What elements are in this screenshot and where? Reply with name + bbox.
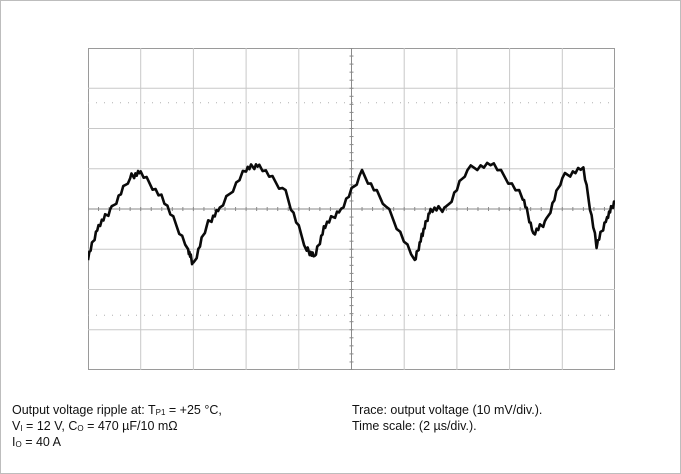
caption-line-3: IO = 40 A — [12, 435, 61, 449]
caption-line-1: Output voltage ripple at: TP1 = +25 °C, — [12, 403, 222, 417]
output-voltage-trace — [88, 161, 615, 266]
caption-conditions: Output voltage ripple at: TP1 = +25 °C, … — [12, 402, 332, 450]
caption-line-2: VI = 12 V, CO = 470 µF/10 mΩ — [12, 419, 178, 433]
caption-trace-info: Trace: output voltage (10 mV/div.). Time… — [352, 402, 672, 434]
caption-trace-line: Trace: output voltage (10 mV/div.). — [352, 403, 543, 417]
oscilloscope-plot: 1 — [88, 48, 615, 370]
channel-marker: 1 — [88, 207, 89, 212]
caption-timescale-line: Time scale: (2 µs/div.). — [352, 419, 477, 433]
